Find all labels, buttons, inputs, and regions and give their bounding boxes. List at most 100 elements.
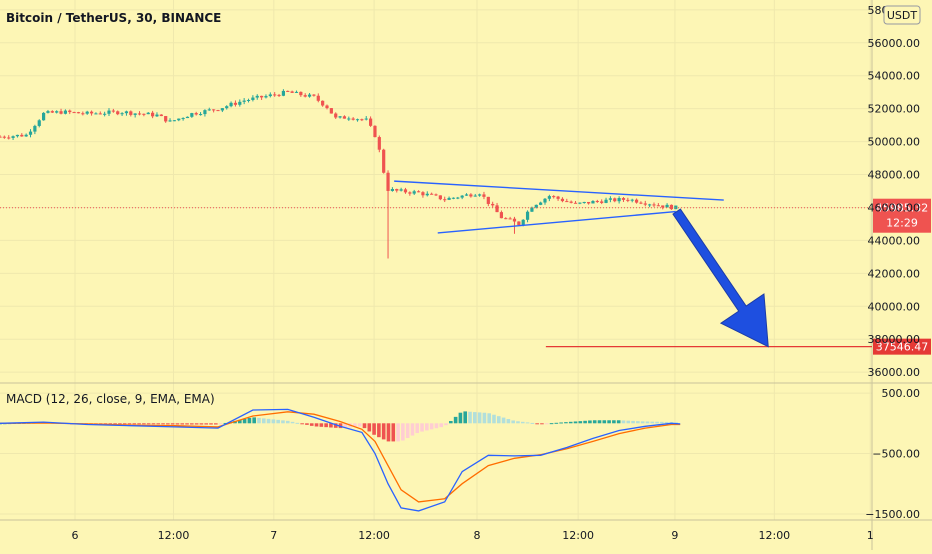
candle-body [238, 101, 242, 105]
macd-histogram-bar [573, 421, 578, 424]
price-tick-label: 54000.00 [868, 70, 921, 83]
candle-body [159, 114, 163, 117]
price-tick-label: 38000.00 [868, 333, 921, 346]
macd-histogram-bar [252, 417, 256, 424]
macd-histogram-bar [329, 423, 333, 428]
time-tick-label: 12:00 [358, 529, 390, 542]
triangle-trendlines[interactable] [394, 180, 724, 234]
candle-body [573, 202, 578, 204]
candle-body [316, 95, 320, 101]
candle-body [621, 198, 626, 200]
currency-badge[interactable]: USDT [883, 5, 921, 25]
macd-histogram-bar [142, 423, 146, 425]
macd-histogram-bar [453, 416, 458, 424]
macd-histogram-bar [295, 422, 300, 424]
macd-histogram-bar [645, 421, 650, 424]
macd-histogram-bar [285, 420, 290, 424]
candle-body [63, 110, 67, 114]
candle-body [360, 119, 364, 121]
candle-body [665, 204, 669, 208]
target-price-label: 37546.47 [876, 341, 929, 354]
candle-body [312, 94, 316, 96]
macd-histogram-bar [271, 419, 276, 424]
current-price-line: 45985.32 12:29 [0, 198, 931, 233]
macd-histogram-bar [602, 420, 607, 424]
target-arrow-shape[interactable] [672, 208, 769, 348]
current-price-tag[interactable] [873, 198, 931, 233]
trendline-triangle-upper[interactable] [394, 180, 724, 201]
candle-body [303, 95, 307, 97]
price-axis[interactable]: 58000.0056000.0054000.0052000.0050000.00… [868, 4, 921, 379]
candle-body [42, 112, 46, 121]
candle-body [504, 218, 508, 220]
macd-histogram-bar [664, 421, 669, 424]
candle-body [604, 199, 608, 203]
candle-body [124, 111, 129, 114]
candle-body [648, 204, 652, 206]
time-axis[interactable]: 6 12:00 7 12:00 8 12:00 9 12:00 1 [71, 529, 873, 542]
candle-body [443, 199, 447, 201]
macd-histogram-bar [214, 423, 218, 425]
time-tick-label: 9 [671, 529, 678, 542]
candle-body [539, 202, 543, 205]
candle-body [181, 118, 185, 120]
target-price-tag[interactable] [873, 338, 931, 355]
macd-histogram-bar [511, 420, 515, 424]
candle-body [142, 113, 146, 115]
macd-histogram-bar [520, 421, 525, 424]
macd-histogram-bar [434, 423, 439, 429]
candle-body [194, 113, 198, 115]
time-tick-label: 8 [473, 529, 480, 542]
candle-body [652, 204, 656, 206]
candle-body [460, 195, 464, 198]
macd-histogram-bar [180, 423, 185, 425]
candle-body [630, 199, 634, 201]
candle-body [495, 205, 499, 213]
macd-histogram-bar [631, 420, 635, 424]
candle-body [277, 94, 281, 96]
candle-countdown-label: 12:29 [886, 217, 918, 230]
macd-histogram-bar [276, 419, 280, 424]
candle-body [552, 196, 556, 198]
macd-histogram-bar [242, 418, 247, 424]
candle-body [76, 112, 81, 114]
candle-body [530, 207, 534, 212]
macd-histogram-bar [540, 423, 544, 425]
candle-body [268, 94, 272, 97]
candle-body [246, 99, 251, 101]
macd-histogram-bar [501, 417, 506, 424]
candle-body [521, 219, 525, 226]
candle-body [556, 196, 560, 199]
macd-histogram-bar [468, 411, 472, 424]
macd-histogram-bar [415, 423, 420, 434]
candle-body [643, 203, 647, 205]
candle-body [2, 136, 6, 138]
macd-histogram-bar [487, 413, 491, 424]
macd-histogram-bar [300, 423, 304, 425]
macd-axis[interactable]: 500.00 −500.00 −1500.00 [865, 387, 920, 521]
macd-histogram-bar [530, 422, 535, 424]
candles [0, 89, 678, 259]
candle-body [185, 116, 190, 119]
candle-body [499, 212, 503, 219]
candle-body [242, 100, 246, 102]
macd-histogram-bar [166, 423, 170, 425]
candle-body [582, 201, 586, 203]
macd-tick-label: −1500.00 [865, 508, 920, 521]
trendline-triangle-lower[interactable] [437, 210, 676, 234]
candle-body [94, 113, 98, 115]
candle-body [120, 113, 124, 115]
macd-histogram-bar [612, 420, 616, 424]
candle-body [46, 111, 50, 113]
candle-body [229, 102, 233, 107]
candle-body [534, 204, 538, 208]
macd-histogram-bar [420, 423, 424, 432]
candle-body [600, 201, 604, 203]
macd-histogram-bar [674, 422, 679, 424]
candle-body [220, 108, 224, 111]
target-arrow[interactable] [672, 208, 769, 348]
candle-body [416, 191, 421, 193]
